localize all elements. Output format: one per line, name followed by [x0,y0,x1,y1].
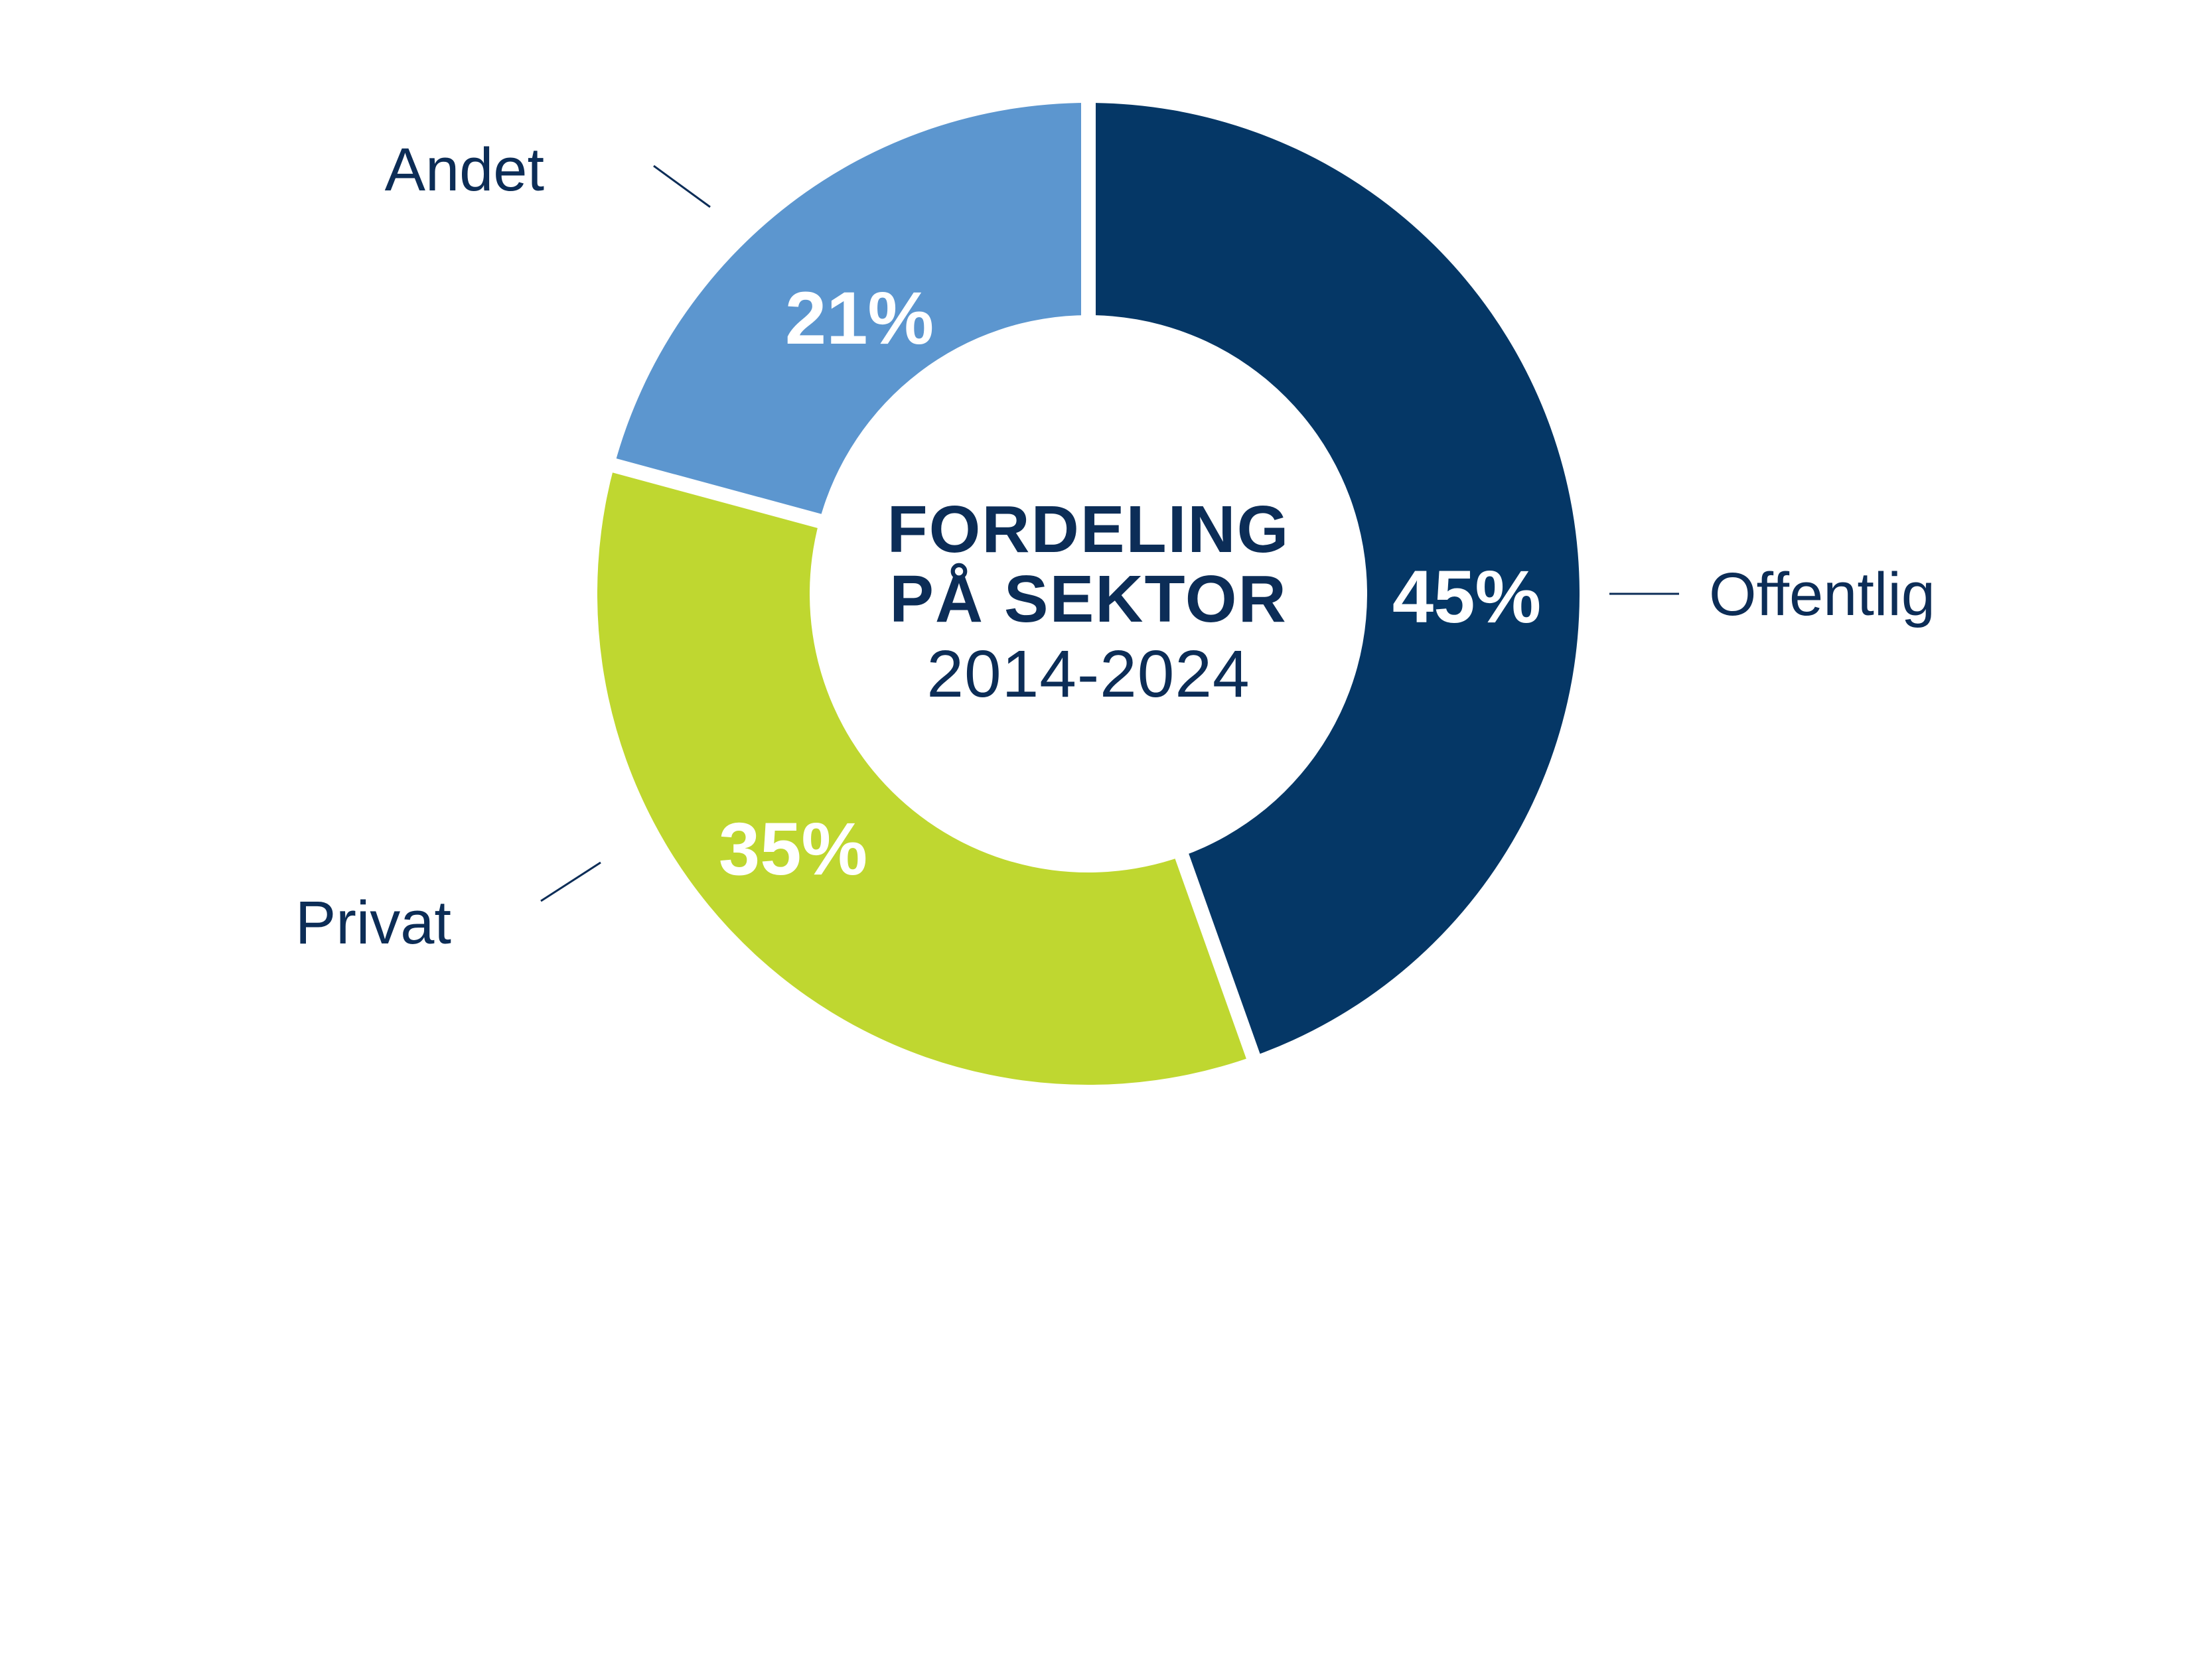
center-label-group: FORDELING PÅ SEKTOR 2014-2024 [887,492,1290,711]
donut-slice-offentlig [1088,103,1580,1057]
chart-title-line-2: PÅ SEKTOR [889,562,1288,636]
value-label-offentlig: 45% [1392,555,1541,638]
category-label-andet: Andet [385,136,544,204]
donut-slice-andet [614,103,1088,521]
value-label-privat: 35% [719,807,867,890]
category-label-offentlig: Offentlig [1709,561,1935,628]
slice-separator [1173,847,1262,1066]
chart-title-line-1: FORDELING [887,492,1290,567]
category-label-privat: Privat [295,889,451,957]
labels-group: 45% Offentlig 35% Privat 21% Andet [295,136,1935,957]
leader-line-andet [653,165,711,208]
donut-slice-privat [597,465,1254,1085]
chart-subtitle: 2014-2024 [926,637,1250,711]
leader-line-privat [540,861,601,902]
value-label-andet: 21% [785,277,934,360]
slices-group [597,96,1580,1085]
leader-lines-group [540,165,1679,902]
slice-separator [606,456,828,530]
